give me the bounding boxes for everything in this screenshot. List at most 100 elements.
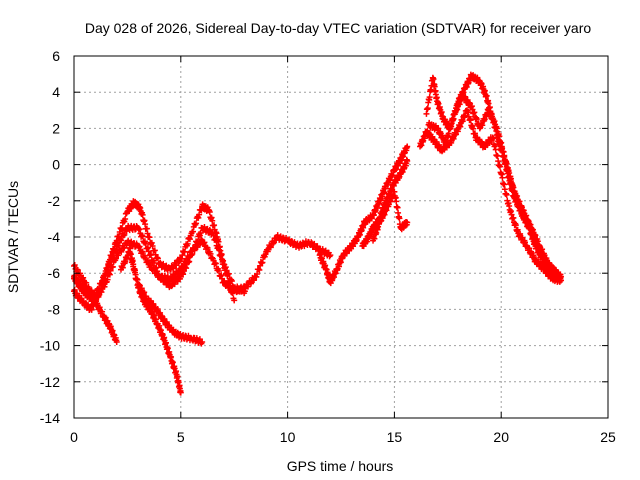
data-point [113,338,120,345]
data-point [212,260,219,267]
data-point [104,267,111,274]
data-point [206,209,213,216]
data-point [116,229,123,236]
data-point [180,271,187,278]
y-tick-label: -2 [48,193,61,209]
x-axis-label: GPS time / hours [287,458,394,474]
data-point [204,244,211,251]
data-point [212,237,219,244]
data-point [499,174,506,181]
data-point [227,283,234,290]
data-point [188,252,195,259]
data-point [247,280,254,287]
data-point [179,252,186,259]
data-point [96,285,103,292]
x-tick-label: 10 [280,429,296,445]
x-tick-label: 25 [600,429,616,445]
data-point [221,261,228,268]
data-point [122,215,129,222]
data-point [190,228,197,235]
data-point [194,238,201,245]
data-point [393,198,400,205]
data-point [231,297,238,304]
data-point [178,256,185,263]
data-point [327,252,334,259]
data-point [144,244,151,251]
x-tick-label: 20 [493,429,509,445]
data-point [553,270,560,277]
data-point [253,273,260,280]
data-point [85,285,92,292]
data-point [490,135,497,142]
data-point [133,276,140,283]
data-point [154,255,161,262]
axis-ticks: 0 5 10 15 20 25 -14 -12 -10 -8 -6 -4 -2 0 2 4 6 [40,48,616,445]
data-point [164,278,171,285]
y-tick-label: 0 [52,157,60,173]
data-point [264,248,271,255]
y-tick-label: 4 [52,84,60,100]
data-point [218,252,225,259]
data-point [80,274,87,281]
data-point [139,211,146,218]
y-tick-label: -12 [40,374,60,390]
data-point [146,234,153,241]
data-point [148,251,155,258]
data-point [151,247,158,254]
data-point [74,267,81,274]
data-point [503,191,510,198]
data-point [136,243,143,250]
series-track-12 [417,107,565,285]
data-point [218,256,225,263]
data-point [506,170,513,177]
data-point [136,226,143,233]
data-point [181,248,188,255]
data-point [404,219,411,226]
data-point [193,239,200,246]
data-point [191,246,198,253]
data-point [127,245,134,252]
data-point [198,236,205,243]
x-tick-label: 0 [70,429,78,445]
data-point [259,259,266,266]
data-point [135,244,142,251]
series-track-13 [493,133,560,277]
data-point [139,249,146,256]
data-point [496,163,503,170]
data-point [207,250,214,257]
series-track-7 [316,143,411,287]
data-point [226,279,233,286]
data-point [267,244,274,251]
x-tick-label: 15 [387,429,403,445]
data-point [101,283,108,290]
data-point [251,277,258,284]
data-point [314,243,321,250]
data-point [180,268,187,275]
data-point [177,389,184,396]
data-point [132,269,139,276]
data-point [503,160,510,167]
data-point [123,228,130,235]
y-tick-label: -6 [48,265,61,281]
y-tick-label: -14 [40,410,60,426]
data-point [139,233,146,240]
data-point [184,240,191,247]
data-point [185,259,192,266]
data-point [129,257,136,264]
data-point [396,215,403,222]
data-point [142,240,149,247]
data-point [424,105,431,112]
grid-lines [74,56,608,418]
data-point [394,204,401,211]
data-point [404,143,411,150]
data-point [186,258,193,265]
data-point [107,258,114,265]
data-point [154,254,161,261]
y-axis-label: SDTVAR / TECUs [5,181,21,293]
data-point [218,272,225,279]
data-point [215,267,222,274]
data-point [151,259,158,266]
data-point [101,275,108,282]
data-point [193,220,200,227]
